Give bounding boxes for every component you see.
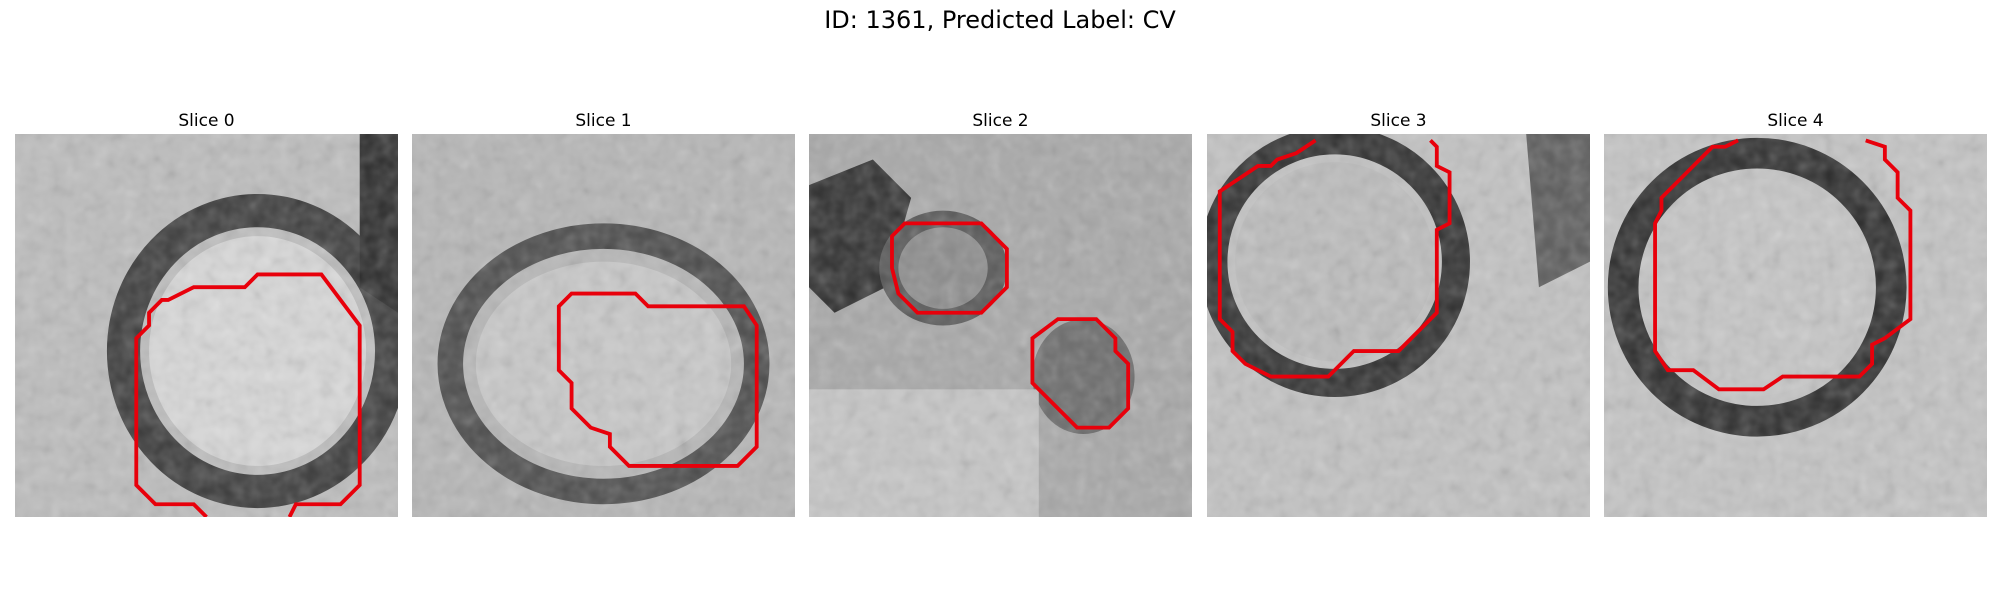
slice-image-1 [412, 134, 795, 517]
slice-panel-4: Slice 4 [1604, 108, 1987, 517]
figure-title: ID: 1361, Predicted Label: CV [824, 6, 1176, 34]
contour-3 [1217, 138, 1452, 379]
contour-2a [890, 221, 1009, 315]
contour-1 [556, 291, 759, 468]
contour-2b [1030, 317, 1131, 430]
slice-title-0: Slice 0 [178, 111, 235, 131]
slice-title-4: Slice 4 [1767, 111, 1824, 131]
slice-image-2 [809, 134, 1192, 517]
contour-4 [1653, 138, 1913, 392]
slice-panel-2: Slice 2 [809, 108, 1192, 517]
slice-image-4 [1604, 134, 1987, 517]
slice-panel-3: Slice 3 [1207, 108, 1590, 517]
slice-panel-0: Slice 0 [15, 108, 398, 517]
slice-image-0 [15, 134, 398, 517]
slice-title-3: Slice 3 [1370, 111, 1427, 131]
contour-0 [134, 272, 362, 517]
slice-title-1: Slice 1 [575, 111, 632, 131]
slice-image-3 [1207, 134, 1590, 517]
slice-title-2: Slice 2 [972, 111, 1029, 131]
slice-panel-1: Slice 1 [412, 108, 795, 517]
